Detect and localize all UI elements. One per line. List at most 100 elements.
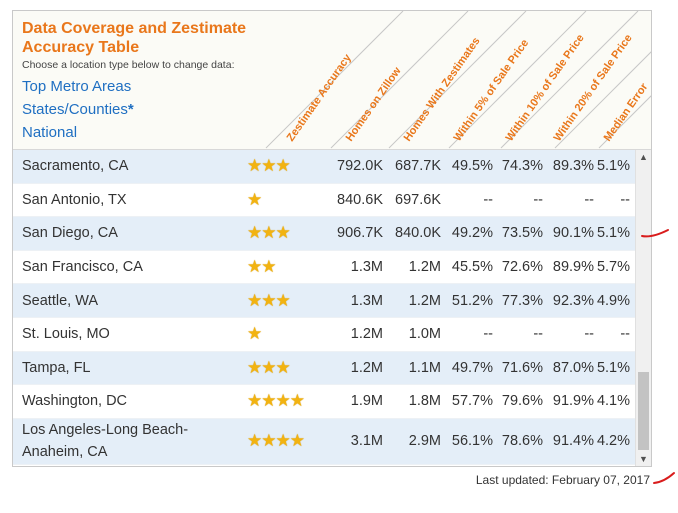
- cell-median-error: 5.7%: [596, 259, 630, 276]
- cell-within-20: 92.3%: [552, 292, 594, 309]
- cell-homes-with-zestimates: 1.8M: [408, 393, 441, 410]
- column-separator-line: [448, 11, 587, 149]
- table-row: Los Angeles-Long Beach-Anaheim, CA ★ ★ ★ ★ 3.…: [13, 418, 635, 465]
- column-header-median-error: Median Error: [602, 81, 651, 144]
- cell-within-5: 56.1%: [451, 433, 493, 450]
- star-icon: ★: [261, 290, 276, 310]
- location-type-states-counties[interactable]: States/Counties*: [22, 101, 134, 118]
- cell-median-error: 5.1%: [596, 158, 630, 175]
- star-icon: ★: [261, 156, 276, 176]
- column-separator-line: [265, 11, 404, 149]
- cell-within-20: 89.3%: [552, 158, 594, 175]
- star-icon: ★: [247, 257, 262, 277]
- column-header-homes-on-zillow: Homes on Zillow: [344, 65, 404, 144]
- column-separator-line: [500, 11, 639, 149]
- accuracy-stars: ★: [247, 318, 317, 351]
- cell-within-20: --: [584, 191, 594, 208]
- location-type-top-metro-areas[interactable]: Top Metro Areas: [22, 78, 131, 95]
- star-icon: ★: [275, 431, 291, 451]
- star-icon: ★: [261, 223, 276, 243]
- accuracy-stars: ★ ★ ★: [247, 150, 317, 183]
- data-coverage-panel: Zestimate Accuracy Homes on Zillow Homes W…: [12, 10, 652, 467]
- star-icon: ★: [247, 189, 262, 209]
- location-name: Seattle, WA: [22, 292, 99, 309]
- cell-homes-with-zestimates: 840.0K: [395, 225, 441, 242]
- accuracy-stars: ★ ★ ★: [247, 284, 317, 317]
- column-separator-line: [598, 95, 651, 149]
- cell-within-5: 49.7%: [451, 359, 493, 376]
- cell-within-5: 57.7%: [451, 393, 493, 410]
- star-icon: ★: [247, 431, 262, 451]
- cell-within-10: --: [533, 326, 543, 343]
- cell-median-error: --: [620, 191, 630, 208]
- scroll-up-arrow-icon[interactable]: ▲: [639, 152, 648, 162]
- cell-homes-with-zestimates: 687.7K: [395, 158, 441, 175]
- cell-within-5: 49.2%: [451, 225, 493, 242]
- cell-within-5: --: [483, 326, 493, 343]
- cell-within-10: 77.3%: [501, 292, 543, 309]
- cell-within-20: --: [584, 326, 594, 343]
- cell-homes-on-zillow: 1.3M: [350, 292, 383, 309]
- scroll-down-arrow-icon[interactable]: ▼: [639, 454, 648, 464]
- column-header-zestimate-accuracy: Zestimate Accuracy: [285, 51, 355, 143]
- star-icon: ★: [247, 223, 262, 243]
- footnote-asterisk: *: [127, 101, 134, 118]
- cell-median-error: --: [620, 326, 630, 343]
- accuracy-stars: ★ ★: [247, 251, 317, 284]
- star-icon: ★: [261, 391, 276, 411]
- star-icon: ★: [275, 357, 291, 377]
- cell-homes-with-zestimates: 1.1M: [408, 359, 441, 376]
- star-icon: ★: [289, 391, 305, 411]
- table-row: Seattle, WA ★ ★ ★ 1.3M 1.2M 51.2% 77.3% 92.3% 4.9…: [13, 284, 635, 318]
- vertical-scrollbar[interactable]: ▲ ▼: [635, 150, 651, 466]
- cell-homes-on-zillow: 1.2M: [350, 326, 383, 343]
- cell-within-20: 90.1%: [552, 225, 594, 242]
- star-icon: ★: [247, 357, 262, 377]
- location-type-national[interactable]: National: [22, 124, 77, 141]
- cell-within-5: 45.5%: [451, 259, 493, 276]
- star-icon: ★: [275, 290, 291, 310]
- cell-within-10: 73.5%: [501, 225, 543, 242]
- red-pen-mark-row: [641, 229, 669, 238]
- star-icon: ★: [289, 431, 305, 451]
- cell-median-error: 4.1%: [596, 393, 630, 410]
- table-row: San Francisco, CA ★ ★ 1.3M 1.2M 45.5% 72.6% 89.…: [13, 250, 635, 285]
- location-name: San Diego, CA: [22, 225, 118, 242]
- cell-homes-on-zillow: 840.6K: [337, 191, 383, 208]
- location-name: Sacramento, CA: [22, 158, 129, 175]
- location-name: Los Angeles-Long Beach-Anaheim, CA: [22, 422, 189, 461]
- cell-homes-with-zestimates: 697.6K: [395, 191, 441, 208]
- cell-within-20: 91.9%: [552, 393, 594, 410]
- accuracy-stars: ★ ★ ★: [247, 217, 317, 250]
- cell-within-5: --: [483, 191, 493, 208]
- cell-within-5: 49.5%: [451, 158, 493, 175]
- table-row: Sacramento, CA ★ ★ ★ 792.0K 687.7K 49.5% 74.3% 8…: [13, 150, 635, 184]
- star-icon: ★: [275, 156, 291, 176]
- location-name: Washington, DC: [22, 393, 128, 410]
- location-name: St. Louis, MO: [22, 326, 110, 343]
- cell-median-error: 5.1%: [596, 225, 630, 242]
- table-row: San Diego, CA ★ ★ ★ 906.7K 840.0K 49.2% 73.5% 90…: [13, 217, 635, 251]
- column-separator-line: [388, 11, 527, 149]
- cell-median-error: 4.2%: [596, 433, 630, 450]
- panel-subtitle: Choose a location type below to change d…: [22, 59, 235, 71]
- accuracy-stars: ★ ★ ★ ★: [247, 419, 317, 464]
- location-name: San Antonio, TX: [22, 191, 127, 208]
- cell-within-5: 51.2%: [451, 292, 493, 309]
- last-updated-text: Last updated: February 07, 2017: [475, 473, 650, 487]
- cell-within-20: 87.0%: [552, 359, 594, 376]
- cell-within-10: 72.6%: [501, 259, 543, 276]
- cell-within-20: 89.9%: [552, 259, 594, 276]
- star-icon: ★: [275, 391, 291, 411]
- cell-homes-on-zillow: 1.9M: [350, 393, 383, 410]
- cell-homes-with-zestimates: 1.0M: [408, 326, 441, 343]
- cell-homes-on-zillow: 792.0K: [337, 158, 383, 175]
- location-type-label: States/Counties: [22, 101, 128, 118]
- cell-median-error: 5.1%: [596, 359, 630, 376]
- cell-homes-on-zillow: 1.3M: [350, 259, 383, 276]
- table-header: Zestimate Accuracy Homes on Zillow Homes W…: [13, 11, 651, 150]
- column-separator-line: [330, 11, 469, 149]
- table-row: San Antonio, TX ★ 840.6K 697.6K -- -- -- --: [13, 183, 635, 218]
- scrollbar-thumb[interactable]: [638, 372, 649, 450]
